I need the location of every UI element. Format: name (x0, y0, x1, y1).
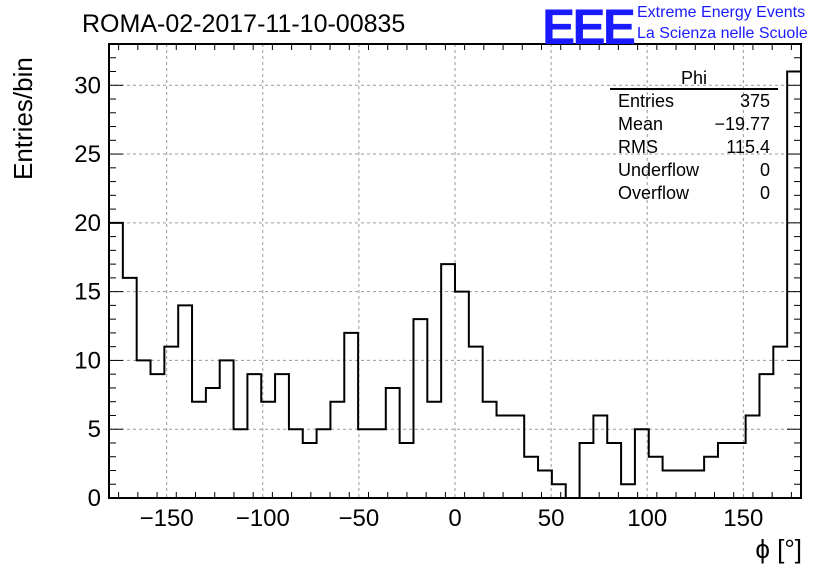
plot-frame (108, 43, 802, 499)
x-tick-label: 150 (723, 505, 763, 532)
y-tick-label: 20 (74, 210, 101, 237)
y-tick-label: 10 (74, 347, 101, 374)
x-tick-label: −100 (236, 505, 290, 532)
y-tick-label: 0 (88, 485, 101, 512)
stats-label: Entries (618, 91, 675, 111)
logo-line-1: Extreme Energy Events (637, 4, 806, 21)
stats-row-mean: Mean −19.77 (610, 113, 778, 136)
stats-label: Mean (618, 114, 664, 134)
tick-labels: −150 −100 −50 0 50 100 150 0 5 10 15 20 25 30 (74, 72, 763, 532)
y-tick-label: 30 (74, 72, 101, 99)
x-axis-label: ϕ [°] (755, 534, 802, 564)
y-axis-label: Entries/bin (8, 57, 38, 180)
stats-row-entries: Entries 375 (610, 90, 778, 113)
stats-value: 375 (739, 91, 770, 111)
y-tick-label: 25 (74, 141, 101, 168)
stats-label: Overflow (618, 183, 690, 203)
axis-ticks (109, 44, 801, 499)
stats-value: −19.77 (714, 114, 770, 134)
x-tick-label: 0 (448, 505, 461, 532)
stats-row-rms: RMS 115.4 (610, 136, 778, 159)
x-tick-label: 100 (627, 505, 667, 532)
stats-label: Underflow (618, 160, 700, 180)
x-tick-label: 50 (538, 505, 565, 532)
stats-box: Phi Entries 375 Mean −19.77 RMS 115.4 Un… (610, 68, 778, 205)
stats-value: 0 (759, 183, 770, 203)
stats-row-underflow: Underflow 0 (610, 159, 778, 182)
eee-logo: EEE (542, 0, 636, 55)
stats-row-overflow: Overflow 0 (610, 182, 778, 205)
stats-label: RMS (618, 137, 658, 157)
x-tick-label: −50 (339, 505, 380, 532)
run-title: ROMA-02-2017-11-10-00835 (82, 10, 406, 38)
histogram-series (109, 70, 801, 499)
y-tick-label: 5 (88, 416, 101, 443)
stats-title: Phi (610, 68, 778, 90)
logo-line-2: La Scienza nelle Scuole (637, 25, 808, 42)
stats-value: 115.4 (726, 137, 770, 157)
stats-value: 0 (759, 160, 770, 180)
y-tick-label: 15 (74, 279, 101, 306)
x-tick-label: −150 (140, 505, 194, 532)
